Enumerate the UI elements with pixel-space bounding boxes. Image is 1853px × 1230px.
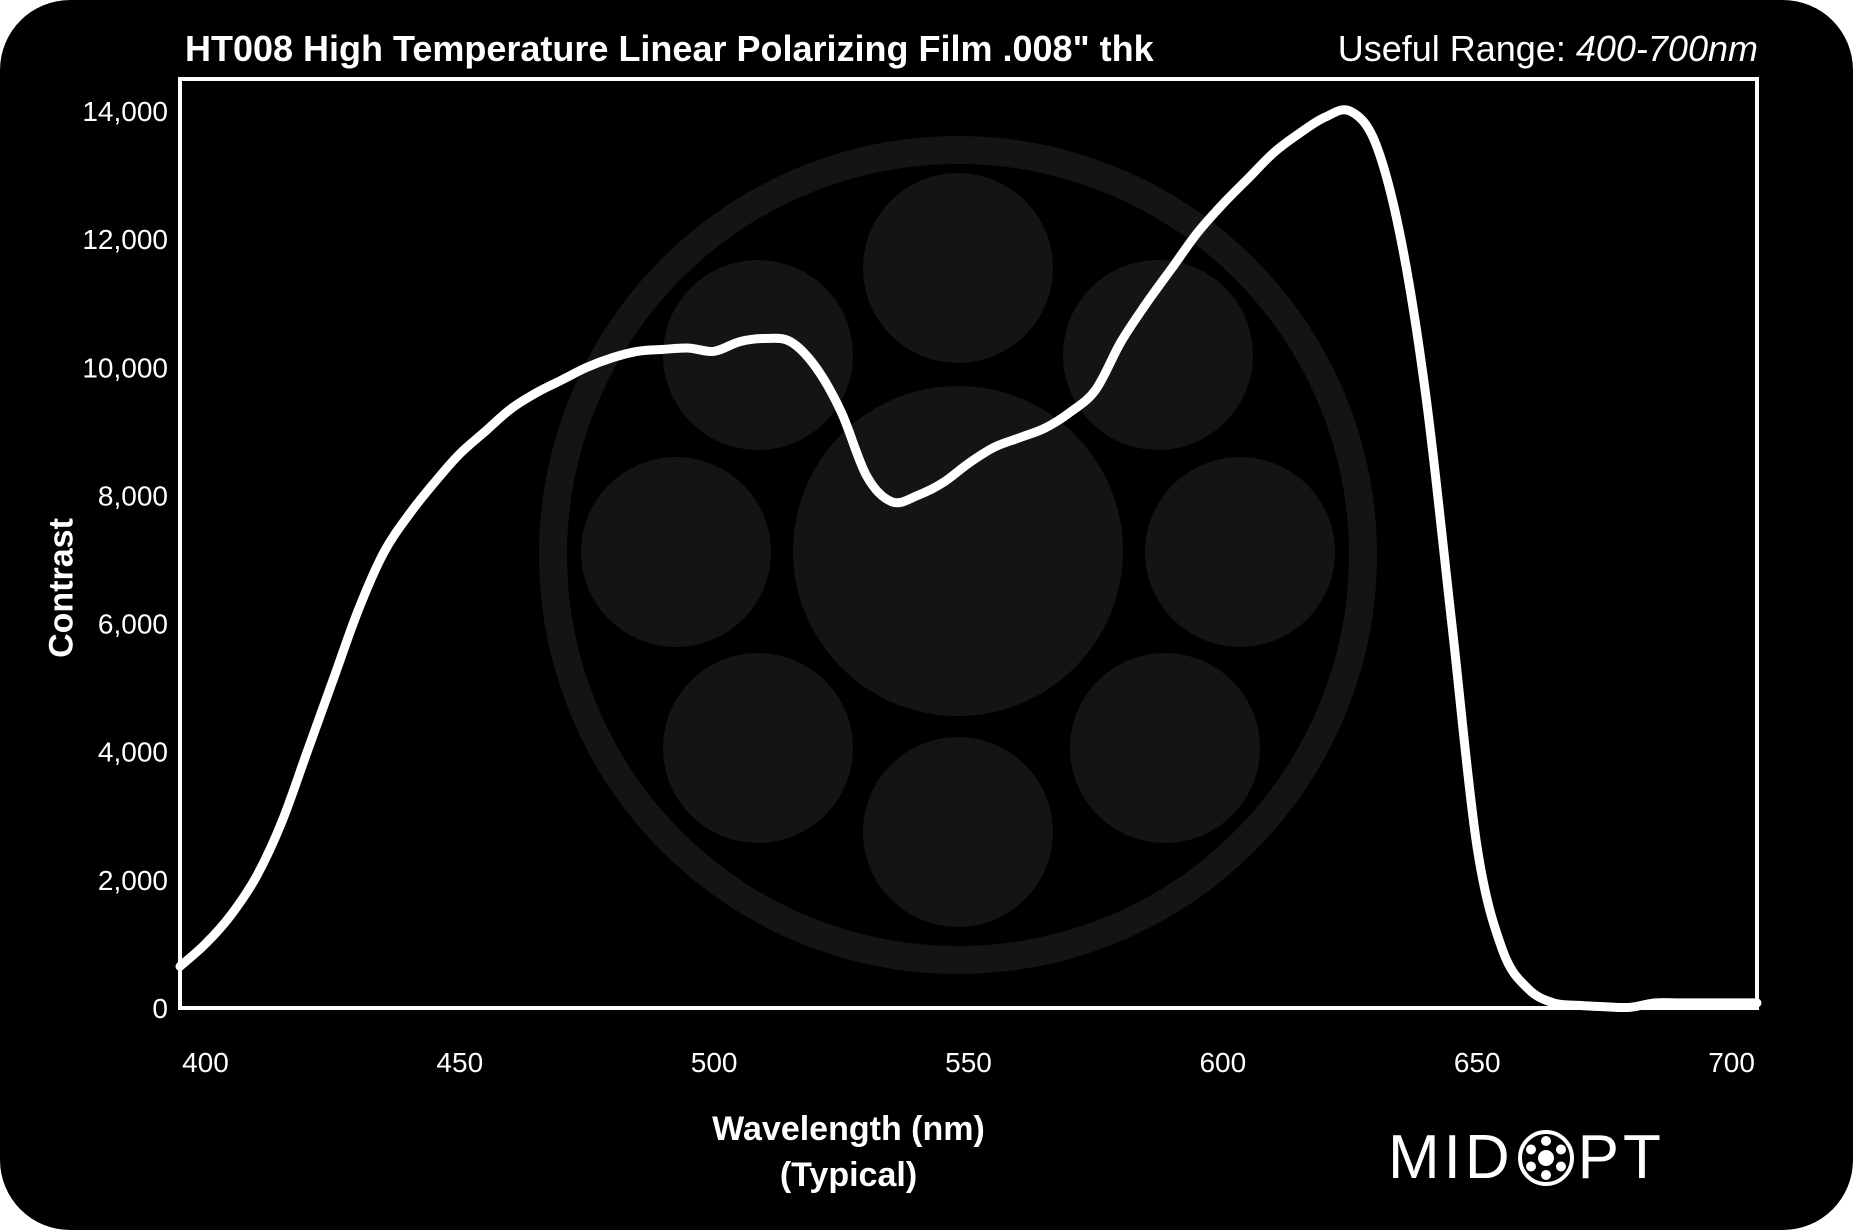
y-tick-label: 4,000 [98, 737, 168, 768]
x-tick-label: 500 [691, 1047, 738, 1078]
watermark-disc-bottom-right [1070, 653, 1260, 843]
watermark-disc-left [581, 457, 771, 647]
y-tick-label: 0 [152, 993, 168, 1024]
watermark-logo [539, 136, 1377, 974]
x-axis-sublabel: (Typical) [779, 1156, 918, 1194]
plot-frame [178, 77, 1759, 1010]
x-axis-ticks: 400 450 500 550 600 650 700 [182, 1047, 1755, 1078]
logo-o-icon [1517, 1130, 1574, 1186]
watermark-disc-top-right [1063, 260, 1253, 450]
y-tick-label: 8,000 [98, 480, 168, 511]
watermark-disc-top-left [663, 260, 853, 450]
x-tick-label: 650 [1454, 1047, 1501, 1078]
midopt-logo: MID PT [1388, 1123, 1665, 1192]
x-axis-label: Wavelength (nm) [712, 1110, 985, 1148]
contrast-curve [175, 105, 1762, 1013]
watermark-outer-ring [539, 136, 1377, 974]
x-tick-label: 400 [182, 1047, 229, 1078]
watermark-center-disc [793, 386, 1123, 716]
y-axis-label: Contrast [42, 518, 81, 658]
x-tick-label: 700 [1708, 1047, 1755, 1078]
x-tick-label: 600 [1199, 1047, 1246, 1078]
y-tick-label: 14,000 [82, 96, 168, 127]
y-tick-label: 6,000 [98, 609, 168, 640]
watermark-disc-top [863, 173, 1053, 363]
y-tick-label: 12,000 [82, 224, 168, 255]
useful-range-value: 400-700nm [1575, 28, 1758, 69]
chart-title: HT008 High Temperature Linear Polarizing… [185, 28, 1154, 69]
y-tick-label: 10,000 [82, 352, 168, 383]
watermark-disc-bottom [863, 737, 1053, 927]
watermark-disc-right [1145, 457, 1335, 647]
useful-range: Useful Range: 400-700nm [1338, 28, 1758, 70]
watermark-disc-bottom-left [663, 653, 853, 843]
logo-text-left: MID [1388, 1123, 1514, 1192]
logo-text-right: PT [1577, 1123, 1665, 1192]
useful-range-label: Useful Range: [1337, 28, 1566, 69]
x-tick-label: 450 [436, 1047, 483, 1078]
y-axis-ticks: 0 2,000 4,000 6,000 8,000 10,000 12,000 14,000 [82, 96, 168, 1024]
y-tick-label: 2,000 [98, 865, 168, 896]
x-tick-label: 550 [945, 1047, 992, 1078]
